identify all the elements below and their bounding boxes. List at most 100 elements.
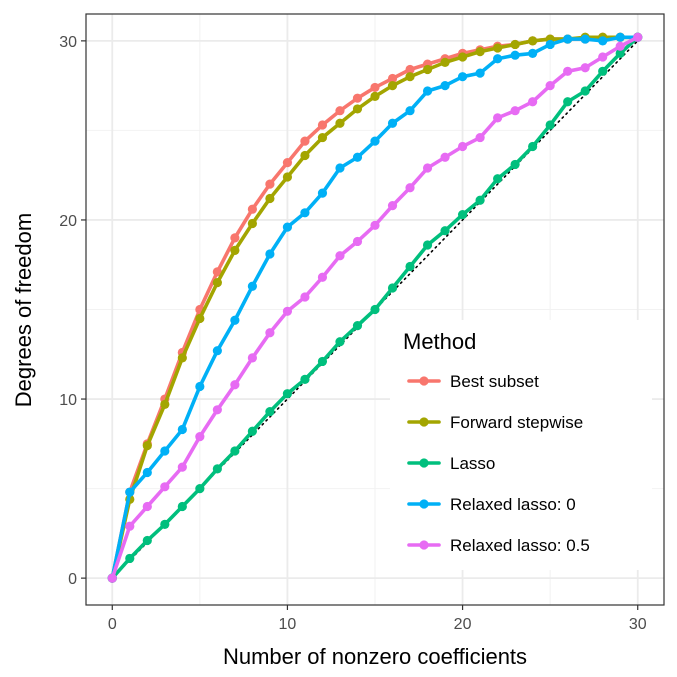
data-point — [335, 251, 345, 261]
legend-label: Relaxed lasso: 0.5 — [450, 536, 590, 555]
data-point — [247, 426, 257, 436]
data-point — [230, 315, 240, 325]
data-point — [177, 462, 187, 472]
data-point — [230, 233, 240, 243]
data-point — [352, 236, 363, 247]
data-point — [405, 261, 415, 272]
legend-key-point — [419, 540, 429, 550]
y-tick-label: 0 — [68, 571, 77, 588]
plot-panel-border — [85, 13, 665, 606]
series-4 — [107, 32, 643, 583]
legend-item: Relaxed lasso: 0.5 — [407, 536, 590, 555]
data-point — [125, 521, 135, 531]
data-point — [265, 193, 275, 204]
data-point — [177, 501, 187, 512]
data-point — [177, 353, 187, 363]
data-point — [352, 93, 363, 103]
data-point — [352, 152, 363, 162]
data-point — [317, 132, 328, 143]
data-point — [317, 356, 328, 367]
x-tick-label: 20 — [454, 616, 472, 633]
data-point — [265, 406, 275, 417]
legend-key-point — [419, 417, 429, 427]
data-point — [212, 267, 222, 277]
legend-item: Relaxed lasso: 0 — [407, 495, 576, 514]
data-point — [230, 446, 240, 456]
y-tick-label: 30 — [59, 34, 77, 51]
data-point — [370, 91, 380, 101]
data-point — [370, 220, 380, 230]
legend-key-point — [419, 458, 429, 468]
data-point — [493, 174, 503, 184]
legend-label: Forward stepwise — [450, 413, 583, 432]
data-point — [510, 159, 520, 170]
data-point — [405, 183, 415, 193]
data-point — [247, 204, 257, 214]
data-point — [405, 64, 415, 75]
data-point — [598, 36, 608, 46]
data-point — [475, 132, 485, 143]
data-point — [528, 141, 538, 152]
data-point — [212, 405, 222, 415]
data-point — [107, 573, 117, 583]
data-point — [317, 120, 328, 130]
data-point — [195, 381, 205, 392]
legend-item: Forward stepwise — [407, 413, 583, 432]
data-point — [580, 63, 590, 73]
data-point — [563, 34, 573, 44]
data-point — [422, 163, 433, 173]
data-point — [475, 195, 485, 205]
data-point — [125, 553, 135, 564]
data-point — [335, 337, 345, 347]
data-point — [282, 389, 293, 399]
data-point — [510, 50, 520, 60]
legend-title: Method — [403, 329, 476, 354]
legend-item: Lasso — [407, 454, 495, 473]
data-point — [580, 34, 590, 44]
data-point — [282, 172, 293, 182]
data-point — [545, 81, 555, 91]
y-tick-label: 10 — [59, 392, 77, 409]
data-point — [563, 97, 573, 107]
data-point — [160, 482, 170, 492]
data-point — [545, 120, 555, 130]
data-point — [177, 424, 187, 435]
data-point — [580, 86, 590, 96]
data-point — [300, 136, 310, 146]
data-point — [633, 32, 643, 42]
data-point — [598, 66, 608, 76]
data-point — [247, 281, 257, 291]
data-point — [352, 321, 363, 331]
data-point — [457, 52, 468, 62]
data-point — [510, 39, 520, 50]
data-point — [475, 47, 485, 57]
data-point — [615, 32, 625, 42]
data-point — [422, 240, 433, 250]
data-point — [142, 441, 152, 451]
data-point — [440, 57, 450, 67]
data-point — [493, 54, 503, 64]
legend-key-point — [419, 499, 429, 509]
data-point — [125, 487, 135, 497]
data-point — [457, 209, 468, 220]
data-point — [282, 306, 293, 316]
data-point — [142, 467, 152, 478]
data-point — [352, 104, 363, 114]
data-point — [440, 152, 450, 162]
x-tick-label: 30 — [629, 616, 647, 633]
data-point — [387, 81, 398, 91]
data-point — [317, 188, 328, 198]
data-point — [528, 36, 538, 46]
data-point — [545, 39, 555, 50]
data-point — [195, 483, 205, 494]
data-point — [387, 118, 398, 128]
data-point — [195, 432, 205, 442]
data-point — [230, 245, 240, 255]
data-point — [247, 218, 257, 229]
data-point — [142, 501, 152, 512]
data-point — [335, 118, 345, 128]
data-point — [387, 73, 398, 84]
data-point — [212, 464, 222, 474]
data-point — [282, 222, 293, 232]
